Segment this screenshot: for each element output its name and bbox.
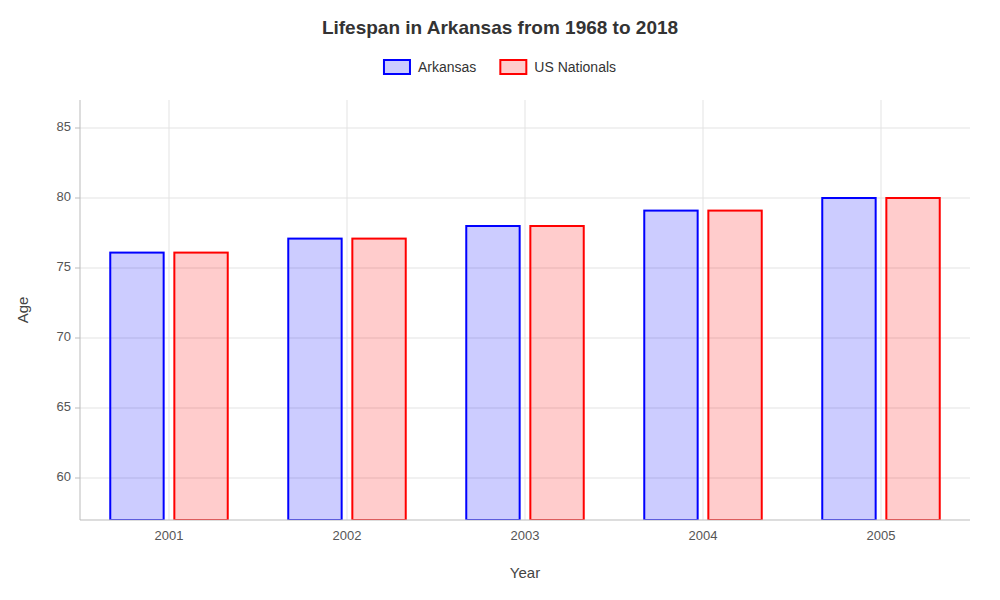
x-grid-line [347,100,348,520]
chart-container: 60 65 70 75 80 85 2001 2002 2003 2004 2005 Year Age L… [0,0,1000,600]
title: Lifespan in Arkansas from 1968 to 2018 [322,17,678,38]
x-grid-line [169,100,170,520]
x-grid-line [881,100,882,520]
y-tick [75,478,80,479]
bar [886,198,939,520]
x-grid-line [703,100,704,520]
bar [288,239,341,520]
bar [644,211,697,520]
y-tick [75,268,80,269]
legend-item: US Nationals [500,59,616,75]
y-tick-label: 60 [57,469,71,484]
x-tick-label: 2004 [689,528,718,543]
y-tick [75,408,80,409]
bar [110,253,163,520]
x-axis-label: Year [510,564,540,581]
bar [174,253,227,520]
legend: Arkansas US Nationals [384,59,616,75]
y-tick-label: 65 [57,399,71,414]
legend-swatch [384,60,410,74]
x-tick-label: 2003 [511,528,540,543]
grid [80,100,970,520]
y-tick-label: 75 [57,259,71,274]
y-tick-label: 80 [57,189,71,204]
legend-item: Arkansas [384,59,476,75]
chart: 60 65 70 75 80 85 2001 2002 2003 2004 2005 Year Age L… [0,0,1000,600]
y-axis-label: Age [14,297,31,324]
bars [110,198,939,520]
bar [530,226,583,520]
y-tick [75,198,80,199]
bar [708,211,761,520]
bar [466,226,519,520]
y-tick [75,338,80,339]
y-axis-line [80,100,81,520]
legend-label: US Nationals [534,59,616,75]
x-axis-line [80,520,970,521]
x-tick-label: 2002 [333,528,362,543]
bar [352,239,405,520]
legend-swatch [500,60,526,74]
y-tick [75,128,80,129]
x-tick-label: 2005 [867,528,896,543]
x-grid-line [525,100,526,520]
y-tick-label: 70 [57,329,71,344]
x-tick-label: 2001 [155,528,184,543]
legend-label: Arkansas [418,59,476,75]
y-tick-label: 85 [57,119,71,134]
axes: 60 65 70 75 80 85 2001 2002 2003 2004 2005 [57,119,896,543]
bar [822,198,875,520]
